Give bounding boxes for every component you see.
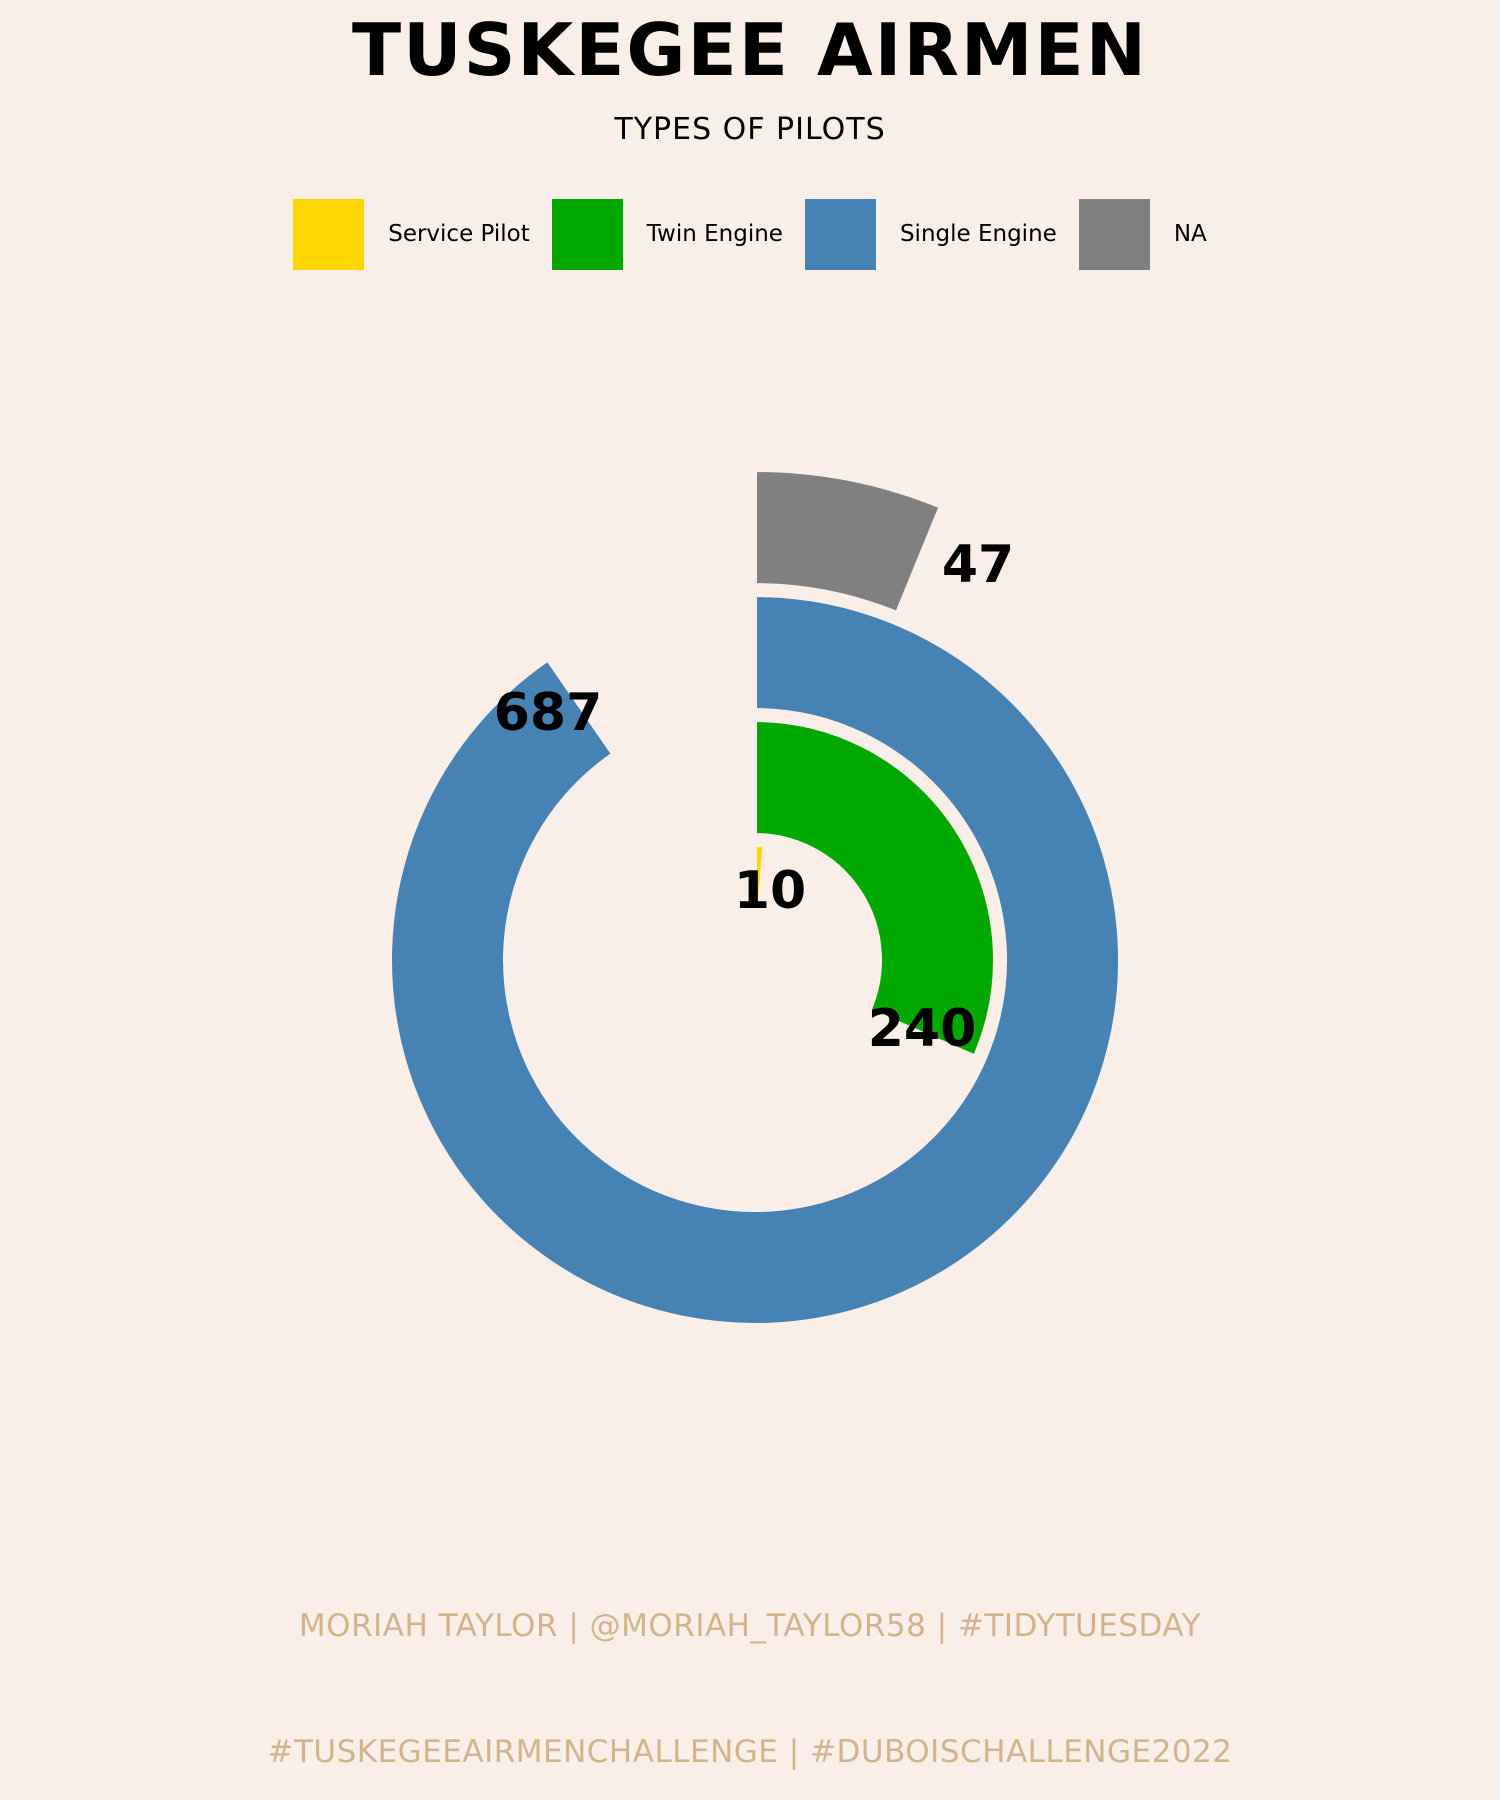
legend-item-single-engine: Single Engine xyxy=(804,198,1057,270)
chart-subtitle: TYPES OF PILOTS xyxy=(614,112,886,147)
legend-swatch-twin-engine xyxy=(551,198,623,270)
legend-swatch-single-engine xyxy=(804,198,876,270)
caption-hashtags: #TUSKEGEEAIRMENCHALLENGE | #DUBOISCHALLE… xyxy=(267,1734,1233,1770)
caption-credits: MORIAH TAYLOR | @MORIAH_TAYLOR58 | #TIDY… xyxy=(298,1608,1202,1644)
legend-item-twin-engine: Twin Engine xyxy=(551,198,783,270)
bar-service-pilot xyxy=(753,843,767,962)
data-label-single-engine: 687 xyxy=(494,683,603,743)
data-label-na: 47 xyxy=(942,535,1014,595)
legend-label-single-engine: Single Engine xyxy=(899,221,1057,247)
bar-na xyxy=(753,468,943,615)
legend-label-na: NA xyxy=(1173,221,1207,247)
bar-single-engine xyxy=(388,593,1122,1327)
data-label-service-pilot: 10 xyxy=(734,861,806,921)
chart-title: TUSKEGEE AIRMEN xyxy=(352,8,1148,92)
bar-twin-engine xyxy=(753,718,997,1059)
legend-item-na: NA xyxy=(1078,198,1207,270)
legend-item-service-pilot: Service Pilot xyxy=(293,198,530,270)
legend: Service Pilot Twin Engine Single Engine … xyxy=(0,198,1500,270)
legend-swatch-na xyxy=(1078,198,1150,270)
data-label-twin-engine: 240 xyxy=(868,999,977,1059)
legend-label-service-pilot: Service Pilot xyxy=(388,221,530,247)
legend-label-twin-engine: Twin Engine xyxy=(646,221,783,247)
legend-swatch-service-pilot xyxy=(293,198,365,270)
